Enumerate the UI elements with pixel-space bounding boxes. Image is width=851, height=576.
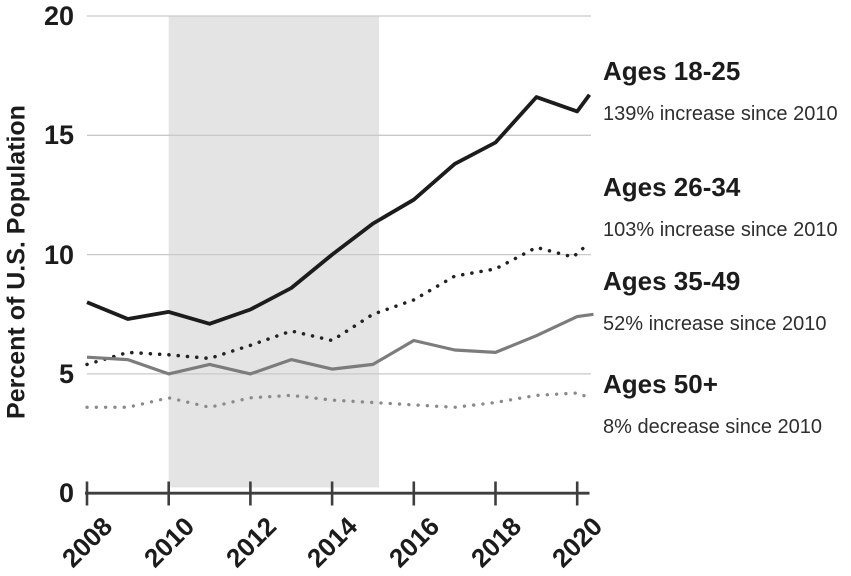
y-tick-label-20: 20 <box>43 1 74 31</box>
legend-annotation-ages-35-49: 52% increase since 2010 <box>603 313 827 335</box>
highlight-band <box>168 16 380 488</box>
legend-title-ages-18-25: Ages 18-25 <box>603 56 741 86</box>
legend-annotation-ages-18-25: 139% increase since 2010 <box>603 103 838 125</box>
legend-annotation-ages-26-34: 103% increase since 2010 <box>603 219 838 241</box>
y-tick-label-10: 10 <box>43 239 74 270</box>
legend-annotation-ages-50-: 8% decrease since 2010 <box>603 416 823 438</box>
y-tick-label-0: 0 <box>58 478 74 509</box>
series-line-ages-18-25 <box>86 93 592 326</box>
series-legend: Ages 18-25 139% increase since 2010 Ages 2… <box>603 0 851 576</box>
legend-entry-ages-35-49: Ages 35-49 52% increase since 2010 <box>603 266 826 336</box>
legend-title-ages-26-34: Ages 26-34 <box>603 172 741 202</box>
legend-entry-ages-50-: Ages 50+ 8% decrease since 2010 <box>603 369 822 439</box>
series-line-ages-50- <box>85 391 592 409</box>
legend-entry-ages-26-34: Ages 26-34 103% increase since 2010 <box>603 172 838 242</box>
series-line-ages-35-49 <box>86 312 594 376</box>
legend-title-ages-50-: Ages 50+ <box>603 369 718 399</box>
y-tick-label-5: 5 <box>58 358 74 389</box>
legend-entry-ages-18-25: Ages 18-25 139% increase since 2010 <box>603 56 838 126</box>
legend-title-ages-35-49: Ages 35-49 <box>603 266 741 296</box>
y-tick-label-15: 15 <box>43 120 74 151</box>
